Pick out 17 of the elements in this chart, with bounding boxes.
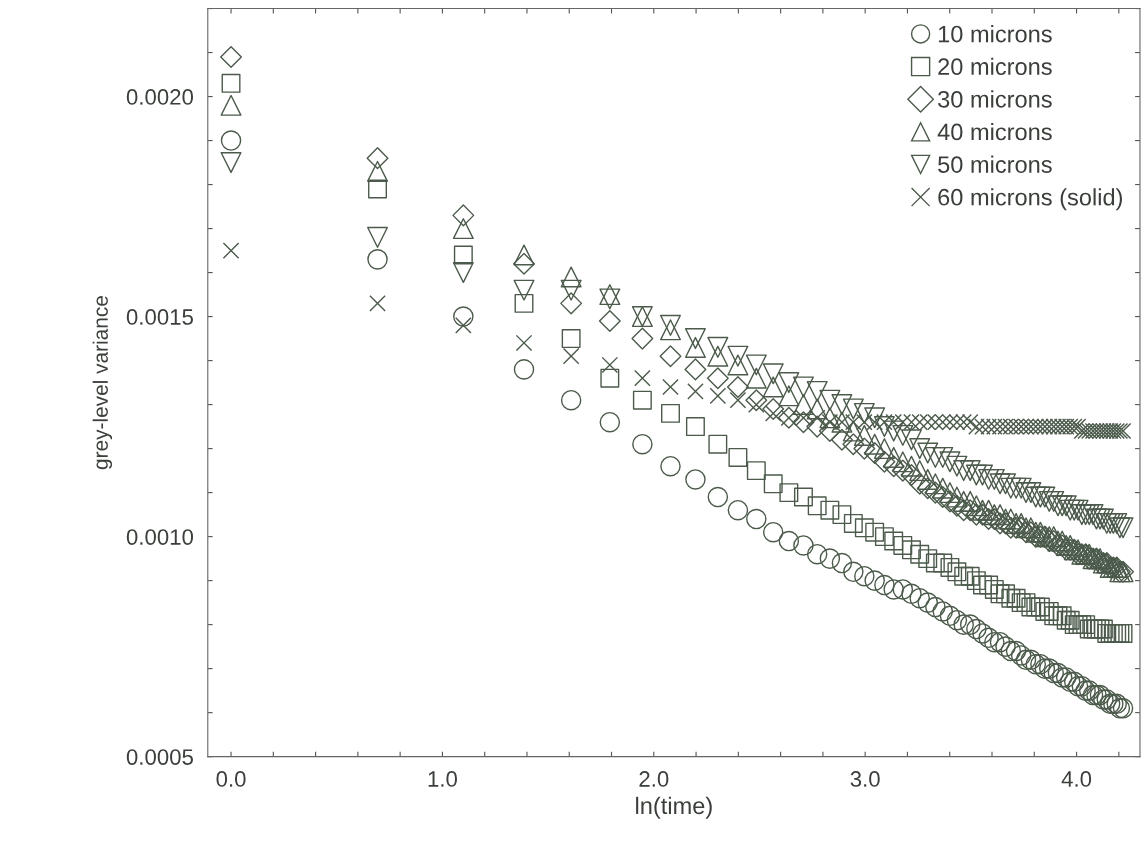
x-tick-label: 3.0 <box>850 771 880 787</box>
x-axis-title: ln(time) <box>636 796 712 819</box>
legend-label: 10 microns <box>938 25 1052 43</box>
x-tick-label: 1.0 <box>428 771 457 787</box>
y-tick-label: 0.0005 <box>126 749 193 765</box>
y-tick-label: 0.0015 <box>126 309 193 325</box>
legend-label: 50 microns <box>938 155 1052 173</box>
x-tick-label: 4.0 <box>1061 771 1092 787</box>
y-axis-title: grey-level variance <box>92 296 113 470</box>
x-tick-label: 0.0 <box>216 771 246 787</box>
legend-label: 40 microns <box>937 122 1052 141</box>
x-tick-label: 2.0 <box>639 771 669 787</box>
y-tick-label: 0.0010 <box>126 529 194 545</box>
y-tick-label: 0.0020 <box>126 89 194 105</box>
legend-label: 20 microns <box>938 57 1052 76</box>
legend-label: 30 microns <box>938 90 1052 108</box>
legend-label: 60 microns (solid) <box>938 188 1122 211</box>
